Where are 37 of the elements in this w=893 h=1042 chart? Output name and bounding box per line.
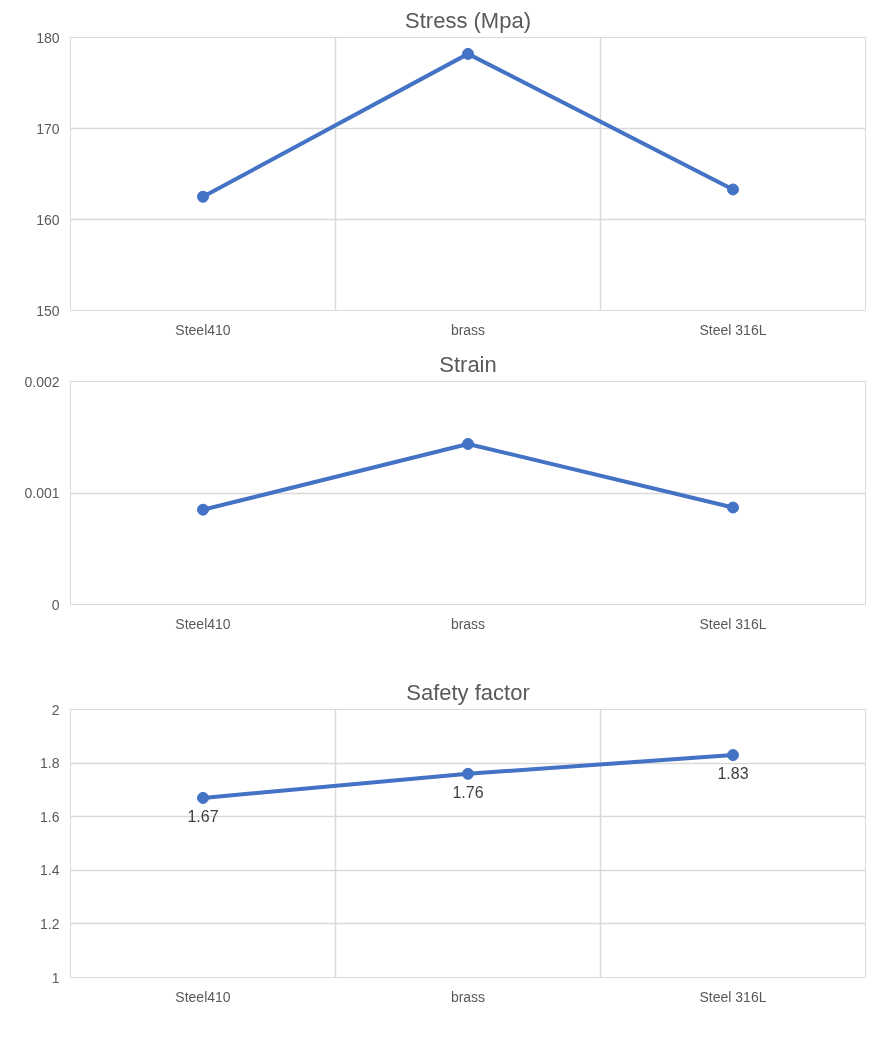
y-tick-label: 0: [51, 596, 60, 613]
y-tick-label: 0.002: [24, 373, 60, 390]
chart-title: Stress (Mpa): [405, 7, 531, 33]
point: [197, 503, 209, 516]
y-tick-label: 1.8: [40, 755, 60, 772]
y-tick-label: 170: [36, 120, 60, 137]
y-tick-label: 1.6: [40, 808, 60, 825]
y-tick-label: 180: [36, 29, 60, 46]
x-tick-label: brass: [450, 615, 486, 632]
data-label: 1.76: [452, 783, 484, 801]
x-tick-label: Steel410: [175, 321, 231, 338]
x-tick-label: brass: [450, 321, 486, 338]
y-tick-label: 160: [36, 211, 60, 228]
x-tick-label: Steel 316L: [699, 988, 767, 1005]
data-label: 1.83: [717, 765, 749, 783]
chart-title: Safety factor: [406, 679, 530, 705]
chart-title: Strain: [439, 351, 497, 377]
x-tick-label: brass: [450, 988, 486, 1005]
data-label: 1.67: [187, 807, 219, 825]
point: [727, 501, 739, 514]
y-tick-label: 1.2: [40, 915, 60, 932]
point: [462, 767, 474, 780]
y-tick-label: 0.001: [24, 485, 60, 501]
y-tick-label: 1: [51, 969, 60, 986]
y-tick-label: 1.4: [40, 862, 60, 879]
y-tick-label: 150: [36, 302, 60, 319]
point: [727, 183, 739, 196]
x-tick-label: Steel 316L: [699, 321, 767, 338]
point: [462, 437, 474, 450]
x-tick-label: Steel 316L: [699, 615, 767, 632]
x-tick-label: Steel410: [175, 988, 231, 1005]
point: [727, 749, 739, 762]
point: [197, 791, 209, 804]
x-tick-label: Steel410: [175, 615, 231, 632]
y-tick-label: 2: [51, 701, 60, 718]
point: [462, 47, 474, 60]
point: [197, 190, 209, 203]
